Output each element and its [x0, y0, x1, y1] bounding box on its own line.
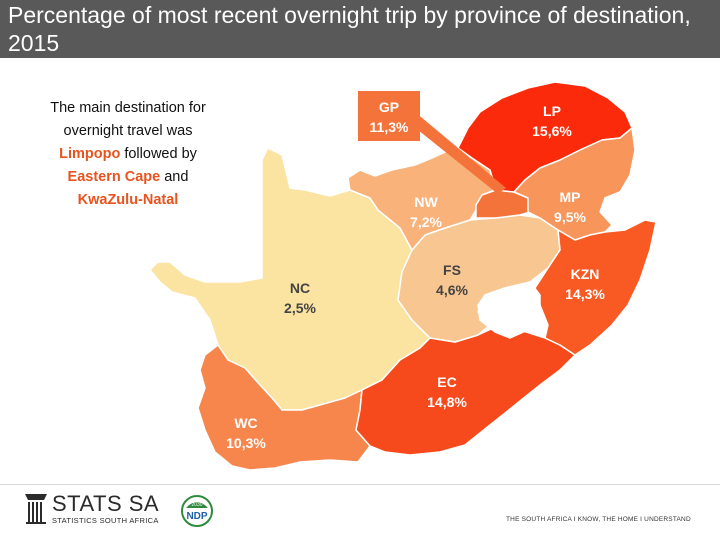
summary-line: Limpopo followed by [22, 143, 234, 166]
province-value: 10,3% [226, 435, 266, 451]
ndp-logo-top [186, 502, 208, 508]
province-shape-ec [355, 324, 576, 456]
summary-line: Eastern Cape and [22, 166, 234, 189]
label-kzn: KZN 14,3% [545, 264, 625, 304]
province-value: 14,3% [565, 286, 605, 302]
province-code: NC [289, 280, 311, 296]
stats-sa-name: STATS SA [52, 491, 160, 516]
footer-tagline: THE SOUTH AFRICA I KNOW, THE HOME I UNDE… [506, 516, 691, 523]
province-value: 2,5% [284, 300, 316, 316]
summary-text-fragment: followed by [120, 146, 197, 162]
lesotho-shape [477, 281, 541, 339]
swaziland-shape [603, 191, 631, 223]
province-value: 7,2% [410, 214, 442, 230]
south-africa-map [149, 81, 657, 471]
summary-highlight-limpopo: Limpopo [59, 146, 121, 162]
label-ec: EC 14,8% [407, 372, 487, 412]
gp-callout-pointer [403, 112, 506, 194]
summary-line: KwaZulu-Natal [22, 189, 234, 212]
label-lp: LP 15,6% [512, 101, 592, 141]
province-value: 9,5% [554, 209, 586, 225]
label-fs: FS 4,6% [412, 260, 492, 300]
province-value: 14,8% [427, 394, 467, 410]
province-code: FS [443, 262, 461, 278]
province-code: KZN [570, 266, 600, 282]
label-wc: WC 10,3% [206, 413, 286, 453]
page-title: Percentage of most recent overnight trip… [8, 2, 691, 56]
ndp-2030-logo-icon: NDP 2030 [181, 495, 213, 527]
province-code: EC [437, 374, 457, 390]
label-nw: NW 7,2% [386, 192, 466, 232]
ndp-logo-ring [181, 495, 213, 527]
province-code: LP [543, 103, 561, 119]
province-value: 15,6% [532, 123, 572, 139]
summary-highlight-kwazulu-natal: KwaZulu-Natal [77, 192, 179, 208]
province-code: WC [234, 415, 258, 431]
gp-callout-box [358, 91, 420, 141]
province-shape-wc [197, 344, 371, 471]
summary-highlight-eastern-cape: Eastern Cape [67, 169, 161, 185]
ndp-logo-text: NDP [186, 511, 207, 522]
province-code: MP [559, 189, 581, 205]
summary-line: The main destination for [50, 100, 206, 116]
footer-divider [0, 484, 720, 485]
province-value: 4,6% [436, 282, 468, 298]
stats-sa-emblem-icon [25, 494, 47, 524]
title-bar: Percentage of most recent overnight trip… [0, 0, 720, 58]
stats-sa-subtitle: STATISTICS SOUTH AFRICA [52, 516, 159, 525]
label-nc: NC 2,5% [260, 278, 340, 318]
summary-text: The main destination for overnight trave… [22, 97, 234, 212]
ndp-logo-year: 2030 [191, 502, 202, 508]
label-gp: GP 11,3% [349, 97, 429, 137]
province-code: NW [414, 194, 438, 210]
summary-text-fragment: and [160, 169, 189, 185]
summary-line: overnight travel was [63, 123, 193, 139]
label-mp: MP 9,5% [530, 187, 610, 227]
stats-sa-logo: STATS SA STATISTICS SOUTH AFRICA [22, 490, 172, 530]
province-value: 11,3% [369, 119, 409, 135]
province-code: GP [378, 99, 400, 115]
